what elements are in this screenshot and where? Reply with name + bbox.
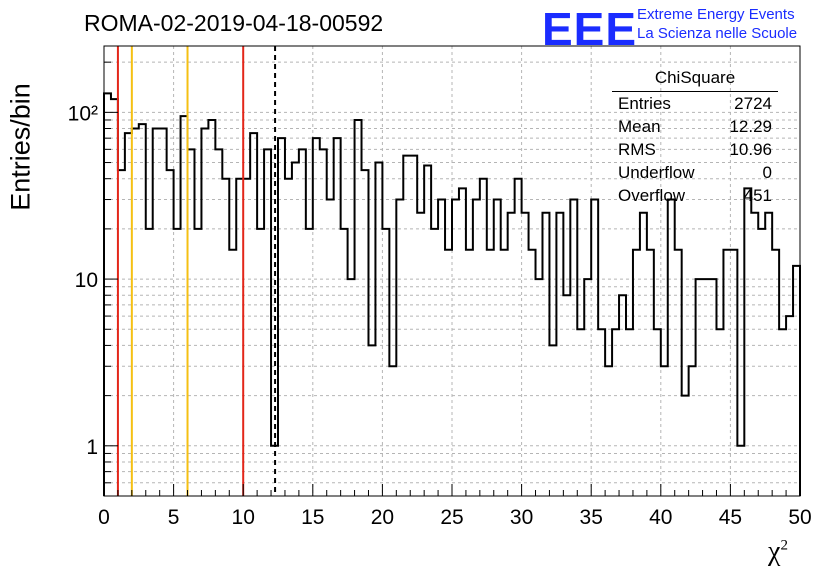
x-tick-label: 15 [301, 506, 324, 529]
stats-row: Underflow 0 [618, 163, 772, 182]
x-tick-label: 30 [510, 506, 533, 529]
stats-title: ChiSquare [612, 68, 778, 92]
plot-grid [104, 46, 800, 496]
eee-logo: EEE [542, 3, 638, 55]
x-tick-label: 35 [580, 506, 603, 529]
logo-line-1: Extreme Energy Events [637, 6, 795, 23]
marker-lines [116, 46, 277, 496]
histogram-outline [103, 92, 801, 496]
logo-line-2: La Scienza nelle Scuole [637, 25, 798, 42]
x-tick-label: 5 [168, 506, 180, 529]
plot-axes: 0 5 10 15 20 25 30 35 40 45 50 1 10 10² [68, 61, 812, 529]
stats-row: Mean 12.29 [618, 117, 772, 136]
stats-row: Overflow 451 [618, 186, 772, 205]
x-tick-label: 10 [232, 506, 255, 529]
x-tick-label: 40 [649, 506, 672, 529]
y-tick-label: 1 [86, 436, 98, 459]
y-tick-label: 10 [75, 269, 98, 292]
x-tick-label: 50 [788, 506, 811, 529]
x-tick-label: 20 [371, 506, 394, 529]
stats-row: RMS 10.96 [618, 140, 772, 159]
stats-row: Entries 2724 [618, 94, 772, 113]
y-tick-label: 10² [68, 102, 98, 125]
x-tick-label: 45 [719, 506, 742, 529]
histogram-bins [103, 92, 801, 496]
x-axis-label: χ2 [768, 536, 788, 567]
x-tick-label: 0 [98, 506, 110, 529]
chart-title: ROMA-02-2019-04-18-00592 [84, 10, 384, 36]
x-tick-label: 25 [440, 506, 463, 529]
y-axis-label: Entries/bin [5, 83, 36, 211]
stats-box: ChiSquare Entries 2724 Mean 12.29 RMS 10.96… [612, 68, 778, 207]
logo-caption: Extreme Energy Events La Scienza nelle S… [637, 5, 797, 43]
